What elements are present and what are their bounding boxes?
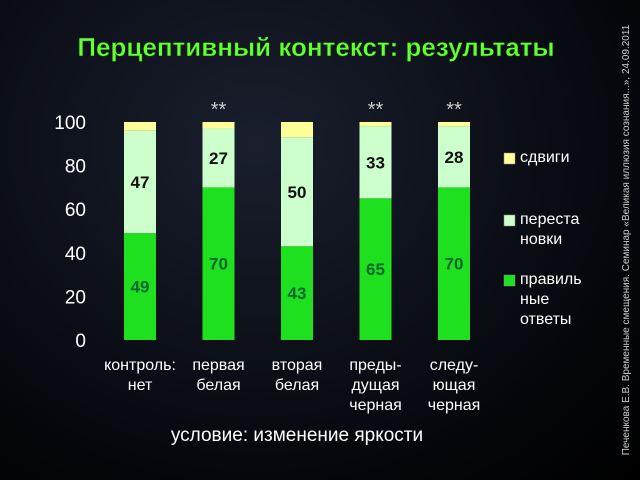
data-label: 28 bbox=[445, 148, 464, 167]
data-label: 43 bbox=[288, 284, 307, 303]
data-label: 27 bbox=[209, 149, 228, 168]
data-label: 70 bbox=[445, 255, 464, 274]
side-note: Печенкова Е.В. Временные смещения. Семин… bbox=[621, 24, 632, 455]
bar-segment bbox=[124, 233, 156, 340]
x-tick-label: преды- дущая черная bbox=[349, 357, 402, 414]
x-tick-label: первая белая bbox=[192, 357, 245, 394]
legend-label: переста новки bbox=[520, 211, 580, 248]
bar-segment bbox=[359, 126, 392, 199]
data-label: 47 bbox=[131, 173, 150, 192]
significance-mark: ** bbox=[446, 99, 462, 121]
x-axis-label: условие: изменение яркости bbox=[171, 425, 423, 446]
legend-label: сдвиги bbox=[520, 149, 570, 166]
x-tick-label: контроль: нет bbox=[104, 357, 176, 394]
data-label: 65 bbox=[366, 260, 385, 279]
data-label: 49 bbox=[131, 278, 150, 297]
bar-segment bbox=[359, 198, 392, 340]
y-tick-label: 0 bbox=[75, 331, 86, 352]
legend-label: правиль ные ответы bbox=[520, 271, 582, 328]
legend-swatch bbox=[503, 214, 516, 227]
significance-mark: ** bbox=[211, 99, 227, 121]
y-tick-label: 60 bbox=[65, 200, 86, 221]
y-tick-label: 80 bbox=[65, 157, 86, 178]
bar-segment bbox=[124, 130, 156, 234]
bar-segment bbox=[281, 122, 313, 138]
data-label: 50 bbox=[288, 183, 307, 202]
bar-segment bbox=[281, 137, 313, 247]
legend-swatch bbox=[503, 152, 516, 165]
y-tick-label: 100 bbox=[54, 113, 86, 134]
data-label: 33 bbox=[366, 153, 385, 172]
data-label: 70 bbox=[209, 255, 228, 274]
bar-segment bbox=[202, 128, 235, 188]
bar-segment bbox=[359, 122, 392, 127]
y-tick-label: 40 bbox=[65, 244, 86, 265]
bar-segment bbox=[438, 126, 470, 188]
x-tick-label: следу- ющая черная bbox=[427, 357, 481, 414]
bar-segment bbox=[202, 187, 235, 340]
bar-segment bbox=[438, 122, 470, 127]
chart-title: Перцептивный контекст: результаты bbox=[77, 32, 554, 62]
x-tick-label: вторая белая bbox=[271, 357, 323, 394]
bar-segment bbox=[281, 246, 313, 340]
significance-mark: ** bbox=[368, 99, 384, 121]
legend-swatch bbox=[503, 274, 516, 287]
bar-segment bbox=[124, 122, 156, 131]
y-tick-label: 20 bbox=[65, 287, 86, 308]
bar-segment bbox=[202, 122, 235, 129]
bar-segment bbox=[438, 187, 470, 340]
